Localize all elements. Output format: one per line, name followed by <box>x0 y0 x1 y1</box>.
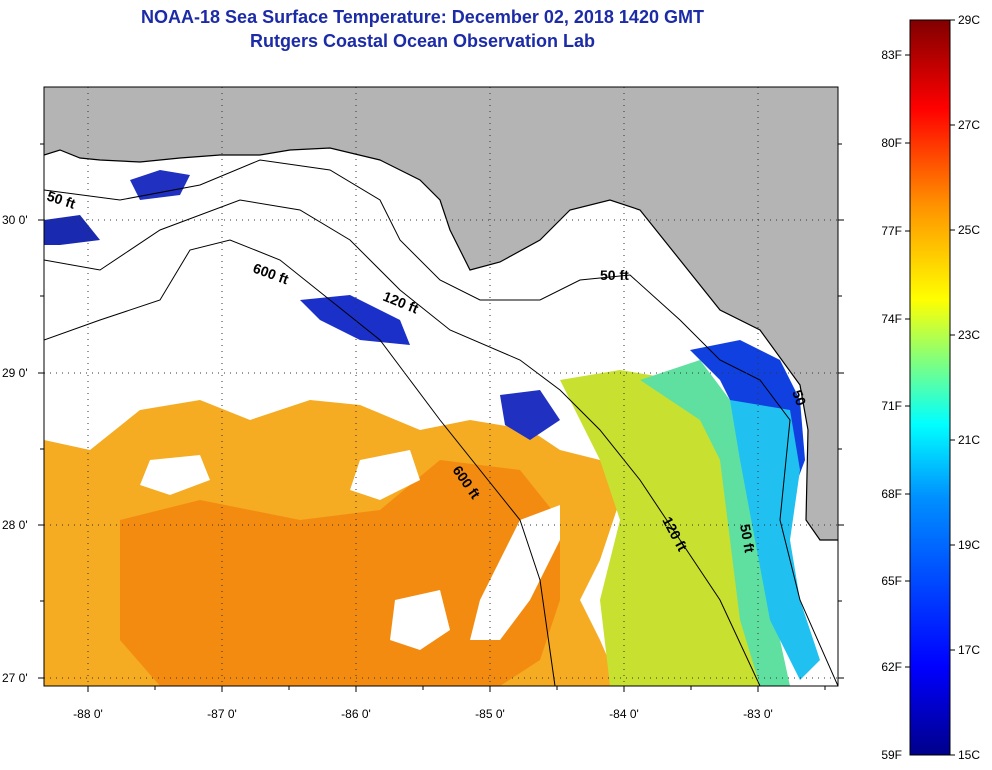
colorbar-f-label: 74F <box>881 312 902 326</box>
shelf-water-green <box>640 360 790 686</box>
colorbar-f-label: 68F <box>881 487 902 501</box>
coastline <box>44 147 838 541</box>
isobath-120ft <box>44 199 761 686</box>
colorbar-f-label: 83F <box>881 48 902 62</box>
lat-label: 30 0' <box>2 213 28 227</box>
map-title: NOAA-18 Sea Surface Temperature: Decembe… <box>141 7 704 27</box>
cold-nearshore-cyan <box>730 400 820 680</box>
lon-label: -85 0' <box>475 707 505 721</box>
colorbar-f-label: 71F <box>881 399 902 413</box>
colorbar-c-label: 15C <box>958 748 980 762</box>
isobath-50ft <box>44 159 838 686</box>
cloud-mask <box>140 455 210 495</box>
colorbar-c-label: 23C <box>958 328 980 342</box>
colorbar-f-label: 77F <box>881 224 902 238</box>
colorbar-c-label: 29C <box>958 13 980 27</box>
isobath-600ft <box>44 239 556 686</box>
cold-patch-west <box>44 215 100 245</box>
isobath-label: 50 ft <box>737 523 758 554</box>
lon-label: -83 0' <box>743 707 773 721</box>
warm-water-core <box>120 460 560 686</box>
colorbar-c-label: 27C <box>958 118 980 132</box>
graticule <box>44 87 838 686</box>
colorbar-f-label: 80F <box>881 136 902 150</box>
cold-patch-mobile <box>130 170 190 200</box>
colorbar-c-label: 25C <box>958 223 980 237</box>
lon-label: -88 0' <box>73 707 103 721</box>
colorbar-f-label: 62F <box>881 660 902 674</box>
colorbar-f-label: 59F <box>881 748 902 762</box>
colorbar-ramp <box>909 19 951 756</box>
colorbar: 83F 80F 77F 74F 71F 68F 65F 62F 59F 29C … <box>881 13 980 762</box>
colorbar-c-label: 19C <box>958 538 980 552</box>
colorbar-ticks <box>905 19 955 756</box>
sst-field <box>44 87 838 686</box>
colorbar-c-label: 17C <box>958 643 980 657</box>
map-frame <box>43 86 839 687</box>
map-subtitle: Rutgers Coastal Ocean Observation Lab <box>249 31 596 51</box>
lon-label: -84 0' <box>609 707 639 721</box>
lat-label: 29 0' <box>2 366 28 380</box>
cloud-mask <box>390 590 450 650</box>
colorbar-c-label: 21C <box>958 433 980 447</box>
isobath-label: 50 <box>789 388 809 408</box>
isobath-label: 50 ft <box>600 267 629 283</box>
cloud-mask <box>470 505 560 640</box>
cold-patch-bay <box>500 390 560 440</box>
lat-label: 27 0' <box>2 671 28 685</box>
axis-ticks <box>38 143 844 692</box>
lon-label: -87 0' <box>207 707 237 721</box>
colorbar-f-label: 65F <box>881 574 902 588</box>
lat-label: 28 0' <box>2 518 28 532</box>
cloud-mask <box>350 450 420 500</box>
lon-label: -86 0' <box>341 707 371 721</box>
